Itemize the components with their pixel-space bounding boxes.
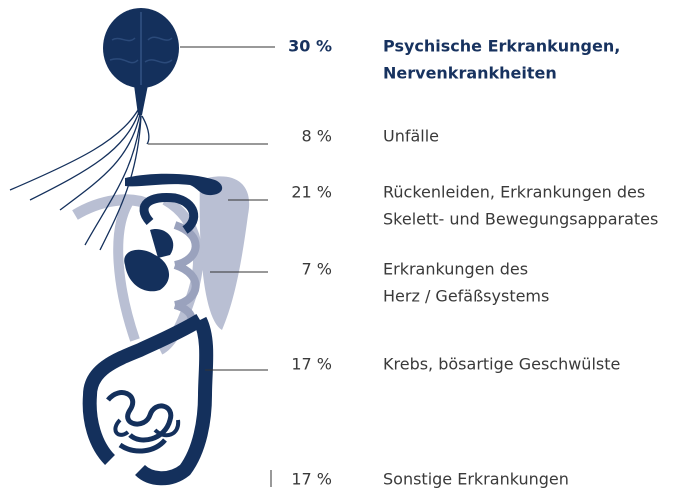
label: Unfälle bbox=[383, 127, 439, 146]
label: Skelett- und Bewegungsapparates bbox=[383, 210, 658, 229]
percent: 17 % bbox=[291, 470, 332, 489]
page: 30 % Psychische Erkrankungen, Nervenkrankh… bbox=[0, 0, 680, 489]
label: Herz / Gefäßsystems bbox=[383, 287, 549, 306]
percent: 7 % bbox=[302, 260, 332, 279]
percent: 30 % bbox=[288, 37, 332, 56]
label: Krebs, bösartige Geschwülste bbox=[383, 355, 620, 374]
label: Psychische Erkrankungen, bbox=[383, 37, 620, 56]
percent: 21 % bbox=[291, 183, 332, 202]
illustration bbox=[10, 8, 275, 487]
percent: 17 % bbox=[291, 355, 332, 374]
label: Nervenkrankheiten bbox=[383, 64, 557, 83]
label: Rückenleiden, Erkrankungen des bbox=[383, 183, 645, 202]
percent: 8 % bbox=[302, 127, 332, 146]
label: Erkrankungen des bbox=[383, 260, 528, 279]
labels: 30 % Psychische Erkrankungen, Nervenkrankh… bbox=[288, 37, 658, 489]
label: Sonstige Erkrankungen bbox=[383, 470, 569, 489]
